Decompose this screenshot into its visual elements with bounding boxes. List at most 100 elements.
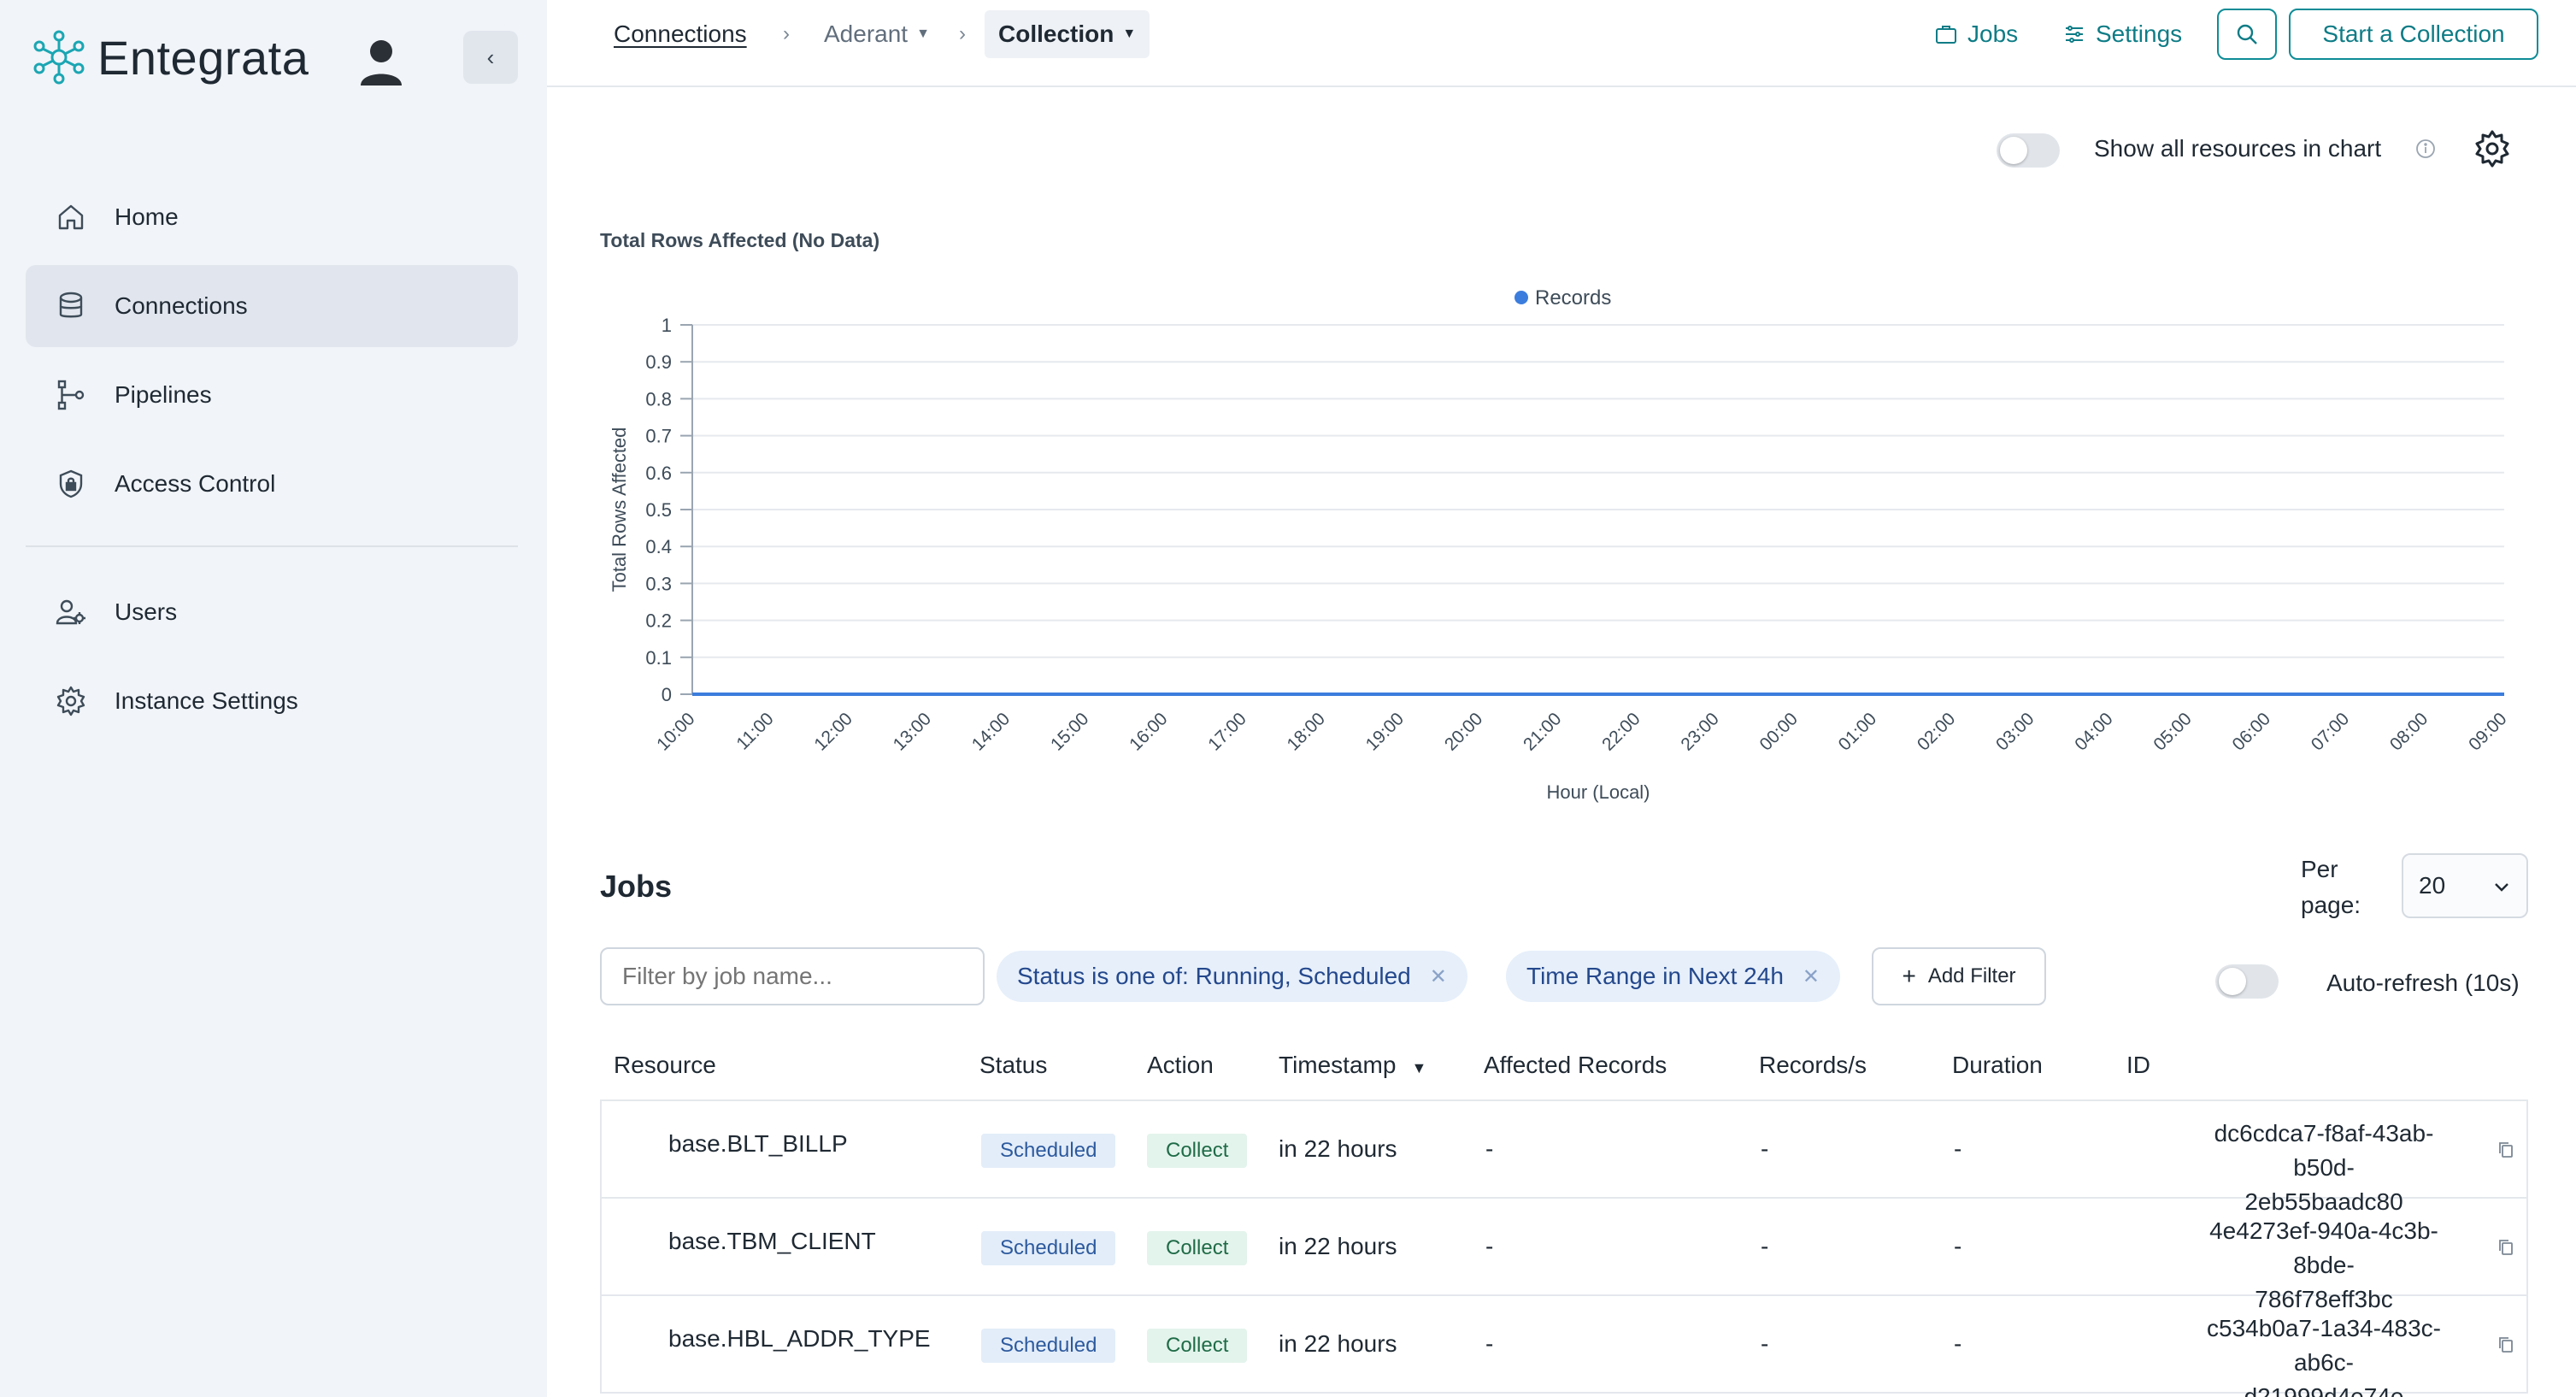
sidebar-divider — [26, 545, 518, 547]
database-icon — [59, 292, 83, 318]
cell-id: 4e4273ef-940a-4c3b-8bde- 786f78eff3bc — [2191, 1214, 2456, 1317]
cell-affected-records: - — [1485, 1330, 1494, 1357]
sidebar-item-access-control[interactable]: Access Control — [26, 443, 518, 525]
cell-records-per-second: - — [1761, 1330, 1769, 1357]
x-tick-label: 15:00 — [1047, 709, 1092, 754]
sidebar-item-label: Pipelines — [115, 381, 212, 408]
x-tick-label: 14:00 — [968, 709, 1014, 754]
column-header-timestamp[interactable]: Timestamp ▼ — [1279, 1052, 1426, 1079]
chart-settings-gear-icon[interactable] — [2472, 128, 2513, 169]
per-page-select[interactable]: 20 — [2402, 853, 2528, 918]
cell-resource: base.BLT_BILLP — [668, 1130, 848, 1157]
id-line: 786f78eff3bc — [2255, 1286, 2393, 1312]
user-avatar-icon[interactable] — [359, 38, 403, 87]
app-name: Entegrata — [97, 30, 309, 85]
search-button[interactable] — [2217, 9, 2277, 60]
legend-label: Records — [1535, 286, 1611, 309]
cell-timestamp: in 22 hours — [1279, 1330, 1397, 1357]
copy-icon[interactable] — [2497, 1335, 2514, 1354]
breadcrumb-separator-icon: › — [959, 22, 966, 45]
y-tick-label: 0.5 — [645, 499, 672, 521]
sidebar-item-connections[interactable]: Connections — [26, 265, 518, 347]
breadcrumb-collection[interactable]: Collection ▼ — [985, 10, 1150, 58]
table-row[interactable]: base.BLT_BILLP Scheduled Collect in 22 h… — [602, 1101, 2526, 1215]
plus-icon: + — [1902, 963, 1916, 989]
x-tick-label: 02:00 — [1914, 709, 1959, 754]
table-row[interactable]: base.TBM_CLIENT Scheduled Collect in 22 … — [602, 1199, 2526, 1312]
pipeline-icon — [57, 380, 85, 410]
add-filter-button[interactable]: + Add Filter — [1872, 947, 2046, 1005]
cell-timestamp: in 22 hours — [1279, 1233, 1397, 1259]
breadcrumb-aderant[interactable]: Aderant ▼ — [824, 0, 930, 68]
status-filter-chip[interactable]: Status is one of: Running, Scheduled ✕ — [997, 951, 1467, 1002]
table-row[interactable]: base.HBL_ADDR_TYPE Scheduled Collect in … — [602, 1296, 2526, 1397]
sort-desc-icon: ▼ — [1411, 1059, 1427, 1076]
column-header-records-per-second[interactable]: Records/s — [1759, 1052, 1867, 1078]
column-header-resource[interactable]: Resource — [614, 1052, 716, 1078]
caret-down-icon: ▼ — [916, 27, 930, 41]
add-filter-label: Add Filter — [1927, 964, 2016, 987]
cell-timestamp: in 22 hours — [1279, 1135, 1397, 1162]
start-collection-button[interactable]: Start a Collection — [2289, 9, 2538, 60]
remove-filter-icon[interactable]: ✕ — [1802, 964, 1820, 988]
id-line: d21999d4e74e — [2244, 1383, 2404, 1397]
sliders-icon — [2066, 26, 2083, 43]
copy-icon[interactable] — [2497, 1141, 2514, 1159]
status-badge: Scheduled — [981, 1231, 1116, 1265]
chip-label: Time Range in Next 24h — [1526, 963, 1784, 989]
y-tick-label: 0.2 — [645, 610, 672, 632]
sidebar-item-label: Connections — [115, 292, 248, 319]
auto-refresh-label: Auto-refresh (10s) — [2326, 970, 2520, 996]
remove-filter-icon[interactable]: ✕ — [1429, 964, 1447, 988]
action-badge: Collect — [1147, 1329, 1248, 1363]
per-page-value: 20 — [2419, 872, 2446, 899]
y-tick-label: 0.9 — [645, 351, 672, 373]
x-tick-label: 04:00 — [2071, 709, 2116, 754]
sidebar-item-home[interactable]: Home — [26, 176, 518, 258]
jobs-link[interactable]: Jobs — [1935, 0, 2018, 68]
sidebar-item-instance-settings[interactable]: Instance Settings — [26, 660, 518, 742]
x-tick-label: 23:00 — [1677, 709, 1722, 754]
caret-down-icon: ▼ — [1122, 27, 1137, 41]
y-tick-label: 0.1 — [645, 647, 672, 669]
column-header-action[interactable]: Action — [1147, 1052, 1214, 1078]
x-tick-label: 22:00 — [1598, 709, 1644, 754]
sidebar-item-pipelines[interactable]: Pipelines — [26, 354, 518, 436]
time-range-filter-chip[interactable]: Time Range in Next 24h ✕ — [1506, 951, 1840, 1002]
x-tick-label: 06:00 — [2229, 709, 2274, 754]
auto-refresh-toggle[interactable] — [2215, 964, 2279, 999]
cell-resource: base.HBL_ADDR_TYPE — [668, 1325, 931, 1352]
column-header-status[interactable]: Status — [979, 1052, 1048, 1078]
copy-icon[interactable] — [2497, 1238, 2514, 1257]
settings-link-label: Settings — [2096, 21, 2183, 47]
cell-id: c534b0a7-1a34-483c-ab6c- d21999d4e74e — [2191, 1312, 2456, 1397]
logo[interactable]: Entegrata — [31, 27, 309, 87]
x-tick-label: 10:00 — [653, 709, 698, 754]
job-name-filter-input[interactable] — [600, 947, 985, 1005]
entegrata-logo-icon — [33, 30, 85, 85]
jobs-link-label: Jobs — [1967, 21, 2019, 47]
info-icon[interactable] — [2415, 139, 2436, 159]
collapse-sidebar-button[interactable]: ‹ — [463, 31, 518, 84]
shield-icon — [59, 469, 83, 498]
status-badge: Scheduled — [981, 1329, 1116, 1363]
cell-records-per-second: - — [1761, 1135, 1769, 1162]
home-icon — [58, 204, 84, 230]
breadcrumb-connections[interactable]: Connections — [614, 21, 747, 47]
y-tick-label: 0 — [662, 684, 672, 705]
id-line: c534b0a7-1a34-483c-ab6c- — [2207, 1315, 2441, 1376]
column-header-id[interactable]: ID — [2126, 1052, 2150, 1078]
cell-id: dc6cdca7-f8af-43ab-b50d- 2eb55baadc80 — [2191, 1117, 2456, 1219]
y-tick-label: 0.3 — [645, 573, 672, 594]
column-header-affected-records[interactable]: Affected Records — [1484, 1052, 1667, 1078]
chip-label: Status is one of: Running, Scheduled — [1017, 963, 1411, 989]
gear-icon — [56, 686, 85, 716]
cell-records-per-second: - — [1761, 1233, 1769, 1259]
sidebar-item-users[interactable]: Users — [26, 571, 518, 653]
show-all-resources-toggle[interactable] — [1997, 133, 2060, 168]
cell-affected-records: - — [1485, 1233, 1494, 1259]
settings-link[interactable]: Settings — [2063, 0, 2182, 68]
column-header-timestamp-label: Timestamp — [1279, 1052, 1397, 1078]
column-header-duration[interactable]: Duration — [1952, 1052, 2043, 1078]
jobs-table-body: base.BLT_BILLP Scheduled Collect in 22 h… — [600, 1101, 2528, 1397]
